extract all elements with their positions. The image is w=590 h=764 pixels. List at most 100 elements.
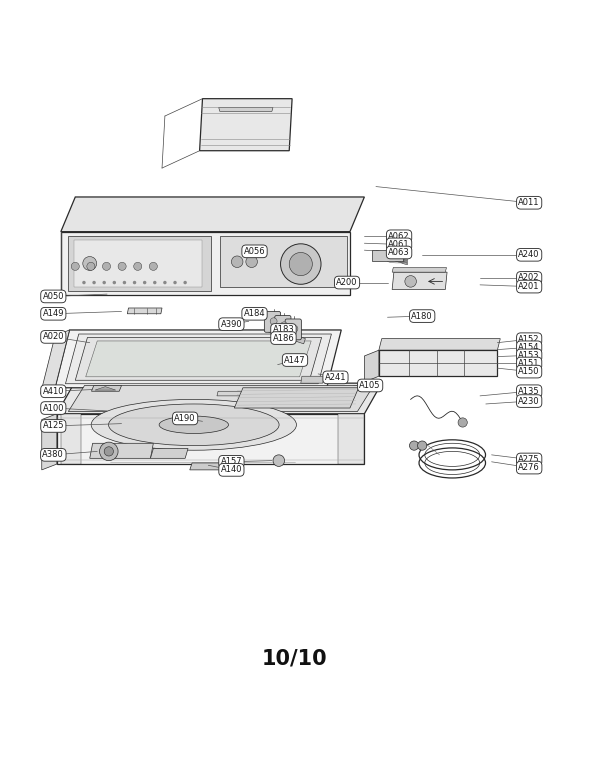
Circle shape <box>270 318 277 325</box>
Polygon shape <box>150 448 188 458</box>
Text: A154: A154 <box>519 343 540 351</box>
Circle shape <box>153 281 156 284</box>
Text: A184: A184 <box>244 309 266 319</box>
Circle shape <box>133 281 136 284</box>
Circle shape <box>123 281 126 284</box>
Circle shape <box>104 447 113 456</box>
Polygon shape <box>57 414 365 464</box>
Polygon shape <box>95 387 116 390</box>
Text: A275: A275 <box>519 455 540 464</box>
Polygon shape <box>91 386 122 391</box>
Polygon shape <box>76 338 322 380</box>
Polygon shape <box>392 272 447 290</box>
Circle shape <box>93 281 96 284</box>
Circle shape <box>183 281 187 284</box>
Circle shape <box>273 455 284 466</box>
Ellipse shape <box>109 404 279 445</box>
Text: A186: A186 <box>273 334 294 342</box>
Text: 10/10: 10/10 <box>262 649 328 668</box>
Polygon shape <box>57 384 382 414</box>
Circle shape <box>173 281 177 284</box>
Text: A240: A240 <box>519 251 540 259</box>
Polygon shape <box>372 250 402 261</box>
Ellipse shape <box>159 416 228 433</box>
Text: A276: A276 <box>518 463 540 472</box>
Text: A149: A149 <box>42 309 64 319</box>
Circle shape <box>113 281 116 284</box>
Polygon shape <box>41 330 70 393</box>
Polygon shape <box>127 308 162 314</box>
Polygon shape <box>42 414 57 470</box>
Circle shape <box>231 256 243 267</box>
Text: A230: A230 <box>519 397 540 406</box>
Circle shape <box>163 281 166 284</box>
Text: A125: A125 <box>42 422 64 430</box>
FancyBboxPatch shape <box>264 312 280 332</box>
Text: A180: A180 <box>411 312 433 321</box>
Text: A183: A183 <box>273 325 294 335</box>
Circle shape <box>418 441 427 450</box>
Text: A100: A100 <box>42 403 64 413</box>
Text: A153: A153 <box>519 351 540 360</box>
Polygon shape <box>65 334 332 384</box>
Text: A056: A056 <box>244 247 266 256</box>
Ellipse shape <box>91 400 296 450</box>
Text: A150: A150 <box>519 367 540 376</box>
Text: A011: A011 <box>519 198 540 207</box>
Circle shape <box>281 322 287 329</box>
Circle shape <box>71 262 79 270</box>
Circle shape <box>100 442 118 461</box>
Polygon shape <box>55 330 341 388</box>
Circle shape <box>103 262 110 270</box>
Circle shape <box>149 262 158 270</box>
Polygon shape <box>199 99 292 151</box>
Text: A050: A050 <box>42 292 64 301</box>
Circle shape <box>118 262 126 270</box>
Text: A063: A063 <box>388 248 410 257</box>
Polygon shape <box>61 197 365 231</box>
Text: A410: A410 <box>42 387 64 396</box>
Text: A241: A241 <box>324 373 346 382</box>
Circle shape <box>83 257 97 270</box>
Polygon shape <box>86 341 311 377</box>
Polygon shape <box>217 391 255 396</box>
Text: A380: A380 <box>42 450 64 459</box>
Text: A200: A200 <box>336 278 358 287</box>
Circle shape <box>289 252 312 276</box>
Polygon shape <box>301 376 324 384</box>
Polygon shape <box>365 350 379 382</box>
Text: A062: A062 <box>388 231 410 241</box>
Circle shape <box>103 281 106 284</box>
Polygon shape <box>266 326 306 344</box>
Polygon shape <box>392 267 447 272</box>
Text: A140: A140 <box>221 465 242 474</box>
Text: A147: A147 <box>284 355 306 364</box>
Circle shape <box>246 256 257 267</box>
Polygon shape <box>379 350 497 376</box>
Circle shape <box>82 281 86 284</box>
Polygon shape <box>379 338 500 350</box>
Polygon shape <box>68 386 373 412</box>
Polygon shape <box>234 388 359 408</box>
Text: A202: A202 <box>519 274 540 283</box>
Text: A151: A151 <box>519 359 540 368</box>
Polygon shape <box>61 414 81 464</box>
Polygon shape <box>90 443 153 458</box>
FancyBboxPatch shape <box>275 316 291 336</box>
Polygon shape <box>219 108 273 112</box>
Circle shape <box>405 276 417 287</box>
Polygon shape <box>68 236 211 290</box>
Text: A105: A105 <box>359 381 381 390</box>
Text: A152: A152 <box>519 335 540 344</box>
Text: A135: A135 <box>519 387 540 396</box>
Polygon shape <box>61 231 350 295</box>
Circle shape <box>134 262 142 270</box>
Polygon shape <box>74 240 202 287</box>
Circle shape <box>458 418 467 427</box>
FancyBboxPatch shape <box>285 319 301 340</box>
Polygon shape <box>190 463 232 470</box>
Text: A020: A020 <box>42 332 64 342</box>
Polygon shape <box>338 414 365 464</box>
Text: A390: A390 <box>221 319 242 329</box>
Circle shape <box>143 281 146 284</box>
